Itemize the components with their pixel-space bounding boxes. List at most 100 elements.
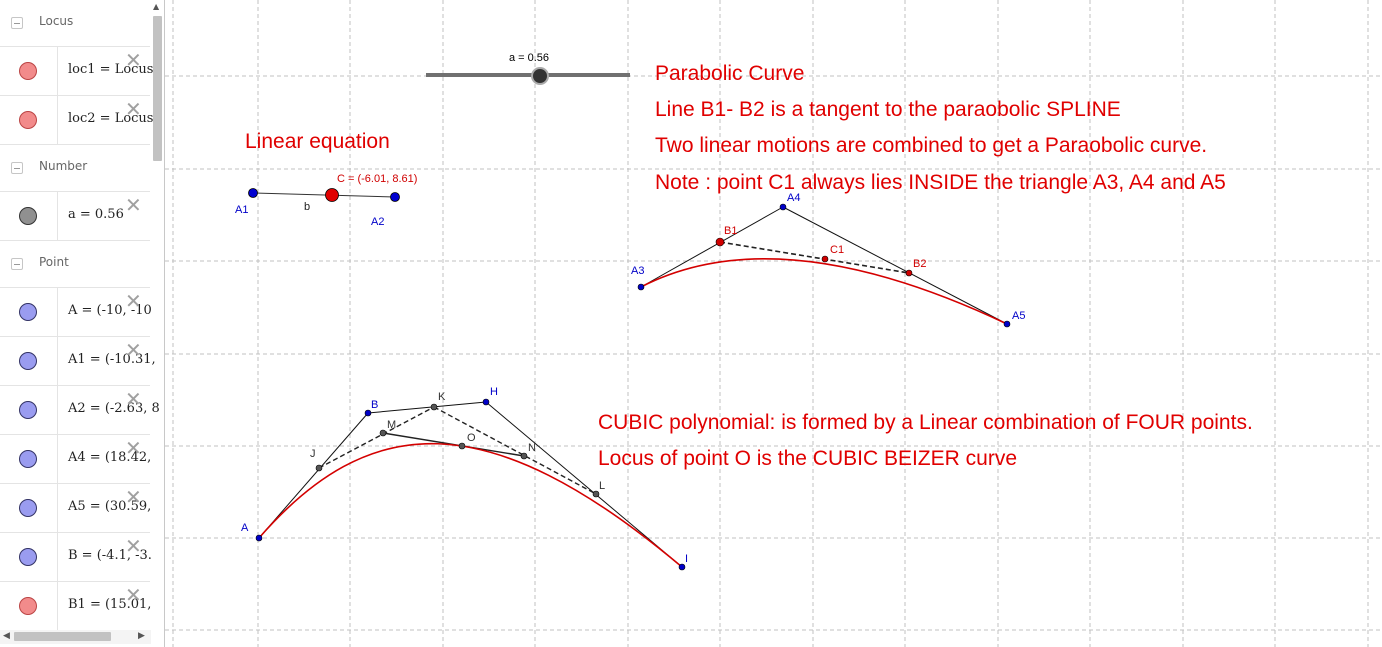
visibility-toggle-icon[interactable] [19, 401, 37, 419]
segment-J-K[interactable] [318, 406, 435, 469]
vertical-scrollbar[interactable]: ▲ [151, 0, 164, 630]
label-O: O [467, 432, 476, 444]
segment-B-H[interactable] [367, 401, 487, 414]
object-definition[interactable]: A1 = (-10.31, [68, 352, 156, 367]
parabolic-construction: A3 A4 A5 B1 B2 C1 [631, 192, 1025, 328]
point-A4[interactable] [779, 203, 787, 211]
point-A[interactable] [255, 534, 263, 542]
vertical-scroll-thumb[interactable] [153, 16, 162, 161]
object-definition[interactable]: a = 0.56 [68, 207, 124, 222]
visibility-toggle-icon[interactable] [19, 303, 37, 321]
object-definition[interactable]: loc2 = Locus( [68, 111, 159, 126]
label-L: L [599, 480, 605, 492]
cubic-note: CUBIC polynomial: is formed by a Linear … [598, 411, 1253, 434]
label-M: M [387, 419, 396, 431]
point-A5[interactable] [1003, 320, 1011, 328]
algebra-view: Locus loc1 = Locus( ✕ loc2 = Locus( ✕ Nu… [0, 0, 165, 647]
segment-A4-A5[interactable] [782, 206, 1008, 325]
cubic-construction: A B H I J K L M N O [241, 386, 688, 571]
delete-object-icon[interactable]: ✕ [125, 583, 142, 607]
label-B1: B1 [724, 225, 737, 237]
delete-object-icon[interactable]: ✕ [125, 485, 142, 509]
collapse-toggle-icon[interactable] [11, 17, 23, 29]
row-divider [57, 386, 58, 434]
delete-object-icon[interactable]: ✕ [125, 97, 142, 121]
slider-a[interactable]: a = 0.56 [426, 52, 630, 85]
visibility-toggle-icon[interactable] [19, 111, 37, 129]
label-A5: A5 [1012, 310, 1025, 322]
object-definition[interactable]: B = (-4.1, -3. [68, 548, 152, 563]
point-L[interactable] [592, 490, 600, 498]
delete-object-icon[interactable]: ✕ [125, 387, 142, 411]
delete-object-icon[interactable]: ✕ [125, 48, 142, 72]
algebra-item-B[interactable]: B = (-4.1, -3. ✕ [0, 533, 152, 582]
visibility-toggle-icon[interactable] [19, 207, 37, 225]
algebra-item-loc2[interactable]: loc2 = Locus( ✕ [0, 96, 159, 145]
algebra-item-B1[interactable]: B1 = (15.01, ✕ [0, 582, 152, 631]
point-M[interactable] [379, 429, 387, 437]
algebra-item-A1[interactable]: A1 = (-10.31, ✕ [0, 337, 156, 386]
locus-loc1[interactable] [640, 258, 1008, 325]
object-definition[interactable]: A = (-10, -10 [68, 303, 152, 318]
point-N[interactable] [520, 452, 528, 460]
horizontal-scroll-thumb[interactable] [14, 632, 111, 641]
delete-object-icon[interactable]: ✕ [125, 436, 142, 460]
label-C: C = (-6.01, 8.61) [337, 173, 417, 185]
visibility-toggle-icon[interactable] [19, 597, 37, 615]
object-definition[interactable]: A4 = (18.42, [68, 450, 152, 465]
algebra-item-A2[interactable]: A2 = (-2.63, 8 ✕ [0, 386, 160, 435]
point-B1[interactable] [715, 237, 725, 247]
algebra-item-A5[interactable]: A5 = (30.59, ✕ [0, 484, 152, 533]
segment-K-L[interactable] [433, 406, 597, 495]
algebra-item-a[interactable]: a = 0.56 ✕ [0, 192, 150, 241]
locus-loc2[interactable] [258, 442, 683, 568]
scroll-up-arrow-icon[interactable]: ▲ [153, 2, 160, 11]
point-A3[interactable] [637, 283, 645, 291]
object-definition[interactable]: A5 = (30.59, [68, 499, 152, 514]
scroll-left-arrow-icon[interactable]: ◀ [3, 631, 10, 641]
point-B[interactable] [364, 409, 372, 417]
object-definition[interactable]: A2 = (-2.63, 8 [68, 401, 160, 416]
visibility-toggle-icon[interactable] [19, 548, 37, 566]
algebra-item-A[interactable]: A = (-10, -10 ✕ [0, 288, 152, 337]
delete-object-icon[interactable]: ✕ [125, 534, 142, 558]
delete-object-icon[interactable]: ✕ [125, 338, 142, 362]
point-B2[interactable] [905, 269, 913, 277]
label-A: A [241, 522, 249, 534]
delete-object-icon[interactable]: ✕ [125, 289, 142, 313]
point-A2[interactable] [390, 192, 400, 202]
object-definition[interactable]: B1 = (15.01, [68, 597, 152, 612]
point-K[interactable] [430, 403, 438, 411]
visibility-toggle-icon[interactable] [19, 62, 37, 80]
slider-handle[interactable] [531, 67, 549, 85]
label-A3: A3 [631, 265, 644, 277]
cubic-notes: CUBIC polynomial: is formed by a Linear … [598, 411, 1253, 470]
visibility-toggle-icon[interactable] [19, 499, 37, 517]
visibility-toggle-icon[interactable] [19, 450, 37, 468]
algebra-item-A4[interactable]: A4 = (18.42, ✕ [0, 435, 152, 484]
linear-construction: A1 A2 b C = (-6.01, 8.61) [235, 173, 417, 228]
segment-A3-A4[interactable] [640, 206, 784, 288]
point-A1[interactable] [248, 188, 258, 198]
object-definition[interactable]: loc1 = Locus( [68, 62, 159, 77]
point-H[interactable] [482, 398, 490, 406]
collapse-toggle-icon[interactable] [11, 258, 23, 270]
tangent-note: Line B1- B2 is a tangent to the paraobol… [655, 98, 1121, 121]
horizontal-scrollbar[interactable]: ◀ ▶ [0, 630, 151, 644]
graphics-view[interactable]: a = 0.56 Parabolic Curve Line B1- B2 is … [165, 0, 1382, 647]
segment-H-I[interactable] [485, 401, 683, 568]
row-divider [57, 582, 58, 630]
point-I[interactable] [678, 563, 686, 571]
collapse-toggle-icon[interactable] [11, 162, 23, 174]
point-C[interactable] [325, 188, 339, 202]
segment-A-B[interactable] [258, 412, 369, 539]
scroll-right-arrow-icon[interactable]: ▶ [138, 631, 145, 641]
visibility-toggle-icon[interactable] [19, 352, 37, 370]
point-O[interactable] [458, 442, 466, 450]
delete-object-icon[interactable]: ✕ [125, 193, 142, 217]
algebra-item-loc1[interactable]: loc1 = Locus( ✕ [0, 47, 159, 96]
point-J[interactable] [315, 464, 323, 472]
segment-b[interactable] [252, 192, 396, 198]
point-C1[interactable] [821, 255, 829, 263]
label-N: N [528, 442, 536, 454]
